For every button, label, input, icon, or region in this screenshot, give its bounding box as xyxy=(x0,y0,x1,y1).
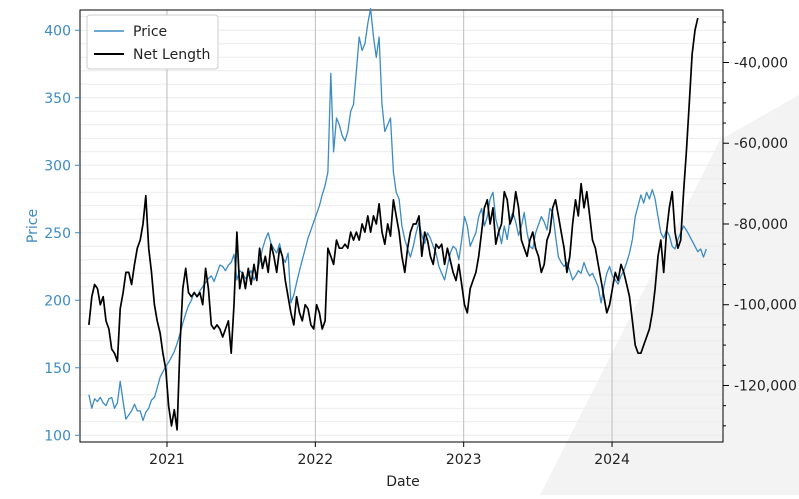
y-right-tick-label: -100,000 xyxy=(734,298,797,314)
y-left-tick-label: 200 xyxy=(44,293,71,309)
x-tick-label: 2021 xyxy=(149,452,185,468)
y-left-tick-label: 150 xyxy=(44,361,71,377)
x-tick-label: 2022 xyxy=(298,452,334,468)
legend: Price Net Length xyxy=(86,14,219,70)
y-right-tick-label: -80,000 xyxy=(734,217,788,233)
y-left-tick-label: 400 xyxy=(44,23,71,39)
net-length-series-line xyxy=(88,17,699,431)
axes: 2021 2022 2023 2024 100 150 200 250 300 350 400 -12… xyxy=(44,21,797,468)
y-left-tick-label: 350 xyxy=(44,91,71,107)
x-tick-label: 2024 xyxy=(594,452,630,468)
x-tick-label: 2023 xyxy=(446,452,482,468)
legend-label-net-length: Net Length xyxy=(133,47,210,63)
y-left-tick-label: 300 xyxy=(44,158,71,174)
series xyxy=(88,7,707,431)
y-left-tick-label: 100 xyxy=(44,428,71,444)
y-left-tick-label: 250 xyxy=(44,226,71,242)
y-axis-label-left: Price xyxy=(25,209,41,243)
legend-box xyxy=(86,14,219,70)
legend-label-price: Price xyxy=(133,24,167,40)
y-right-tick-label: -60,000 xyxy=(734,136,788,152)
x-axis-label: Date xyxy=(386,474,419,490)
y-right-tick-label: -40,000 xyxy=(734,55,788,71)
y-right-tick-label: -120,000 xyxy=(734,378,797,394)
plot-frame xyxy=(79,9,724,443)
